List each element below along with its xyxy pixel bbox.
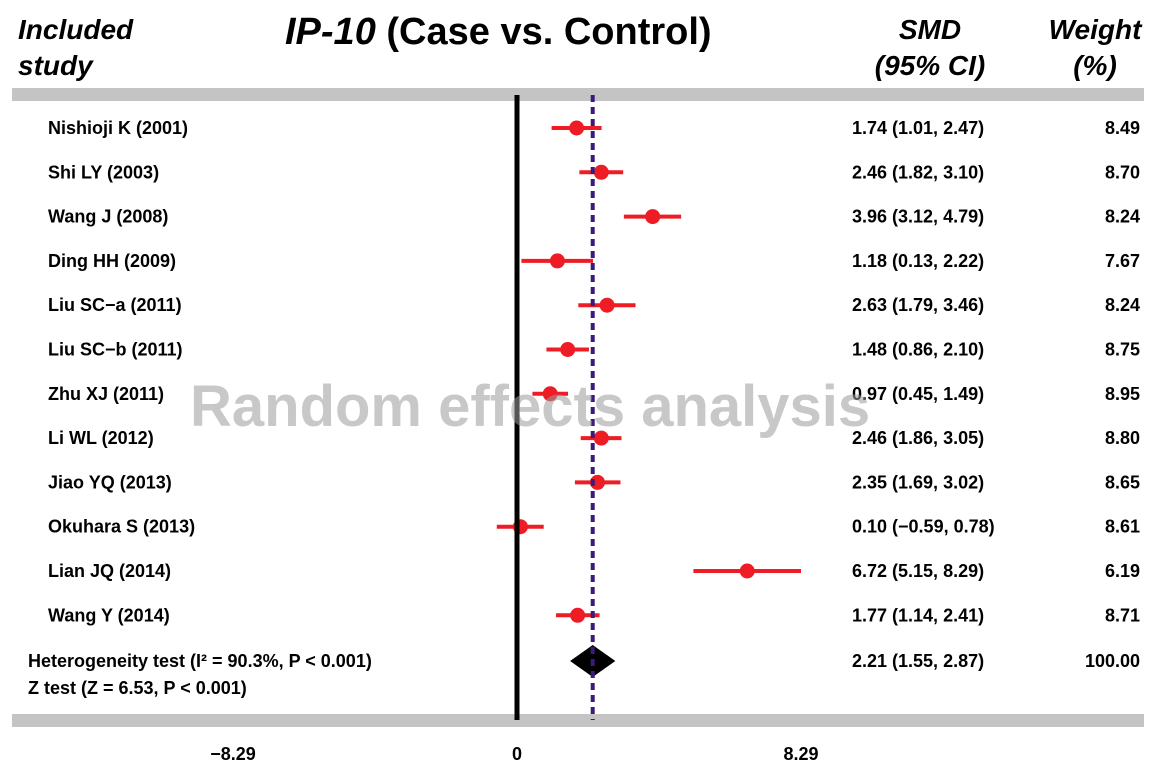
study-row: Wang Y (2014) 1.77 (1.14, 2.41) 8.71 <box>48 605 1140 625</box>
column-header-smd: SMD (95% CI) <box>860 12 1000 84</box>
column-header-smd-text: SMD (95% CI) <box>874 14 986 81</box>
chart-title-rest: (Case vs. Control) <box>375 11 712 53</box>
heterogeneity-label: Heterogeneity test (I² = 90.3%, P < 0.00… <box>28 651 372 671</box>
column-header-weight-text: Weight (%) <box>1048 14 1142 81</box>
chart-title: IP-10 (Case vs. Control) <box>285 10 712 54</box>
study-weight: 8.65 <box>1105 472 1140 492</box>
pooled-weight: 100.00 <box>1085 651 1140 671</box>
study-weight: 8.95 <box>1105 384 1140 404</box>
study-point <box>739 563 755 579</box>
column-header-study: Included study <box>18 12 178 84</box>
study-row: Liu SC−a (2011) 2.63 (1.79, 3.46) 8.24 <box>48 295 1140 315</box>
pooled-smd-ci: 2.21 (1.55, 2.87) <box>852 651 984 671</box>
study-smd-ci: 1.77 (1.14, 2.41) <box>852 605 984 625</box>
study-weight: 8.61 <box>1105 517 1140 537</box>
study-name: Wang Y (2014) <box>48 605 170 625</box>
study-name: Nishioji K (2001) <box>48 118 188 138</box>
study-weight: 8.80 <box>1105 428 1140 448</box>
bottom-band <box>12 714 1144 727</box>
study-point <box>590 474 606 490</box>
study-row: Shi LY (2003) 2.46 (1.82, 3.10) 8.70 <box>48 162 1140 182</box>
study-weight: 8.75 <box>1105 340 1140 360</box>
study-row: Liu SC−b (2011) 1.48 (0.86, 2.10) 8.75 <box>48 340 1140 360</box>
study-smd-ci: 2.63 (1.79, 3.46) <box>852 295 984 315</box>
study-row: Okuhara S (2013) 0.10 (−0.59, 0.78) 8.61 <box>48 517 1140 537</box>
x-tick-label: −8.29 <box>210 744 256 764</box>
study-name: Liu SC−a (2011) <box>48 295 182 315</box>
study-name: Zhu XJ (2011) <box>48 384 164 404</box>
study-point <box>599 297 615 313</box>
column-header-weight: Weight (%) <box>1040 12 1150 84</box>
study-smd-ci: 3.96 (3.12, 4.79) <box>852 207 984 227</box>
study-point <box>542 386 558 402</box>
study-name: Shi LY (2003) <box>48 162 159 182</box>
study-smd-ci: 2.46 (1.86, 3.05) <box>852 428 984 448</box>
study-weight: 8.24 <box>1105 295 1140 315</box>
study-weight: 8.24 <box>1105 207 1140 227</box>
watermark: Random effects analysis <box>190 374 870 439</box>
study-smd-ci: 1.18 (0.13, 2.22) <box>852 251 984 271</box>
study-smd-ci: 0.10 (−0.59, 0.78) <box>852 517 995 537</box>
study-weight: 8.70 <box>1105 162 1140 182</box>
study-weight: 8.71 <box>1105 605 1140 625</box>
study-point <box>570 607 586 623</box>
study-smd-ci: 2.46 (1.82, 3.10) <box>852 162 984 182</box>
study-weight: 7.67 <box>1105 251 1140 271</box>
x-tick-label: 8.29 <box>783 744 818 764</box>
study-point <box>645 209 661 225</box>
study-row: Jiao YQ (2013) 2.35 (1.69, 3.02) 8.65 <box>48 472 1140 492</box>
study-name: Okuhara S (2013) <box>48 517 195 537</box>
study-smd-ci: 2.35 (1.69, 3.02) <box>852 472 984 492</box>
study-name: Lian JQ (2014) <box>48 561 171 581</box>
study-point <box>560 342 576 357</box>
study-point <box>593 430 609 446</box>
x-tick-label: 0 <box>512 744 522 764</box>
z-test-label: Z test (Z = 6.53, P < 0.001) <box>28 678 247 698</box>
column-header-study-text: Included study <box>18 14 134 81</box>
study-point <box>569 120 585 136</box>
study-weight: 6.19 <box>1105 561 1140 581</box>
study-weight: 8.49 <box>1105 118 1140 138</box>
study-row: Wang J (2008) 3.96 (3.12, 4.79) 8.24 <box>48 207 1140 227</box>
chart-title-marker: IP-10 <box>285 11 376 53</box>
study-smd-ci: 1.74 (1.01, 2.47) <box>852 118 984 138</box>
study-row: Zhu XJ (2011) 0.97 (0.45, 1.49) 8.95 <box>48 384 1140 404</box>
study-name: Liu SC−b (2011) <box>48 340 183 360</box>
study-point <box>549 253 565 269</box>
study-smd-ci: 1.48 (0.86, 2.10) <box>852 340 984 360</box>
study-name: Ding HH (2009) <box>48 251 176 271</box>
pooled-row: Heterogeneity test (I² = 90.3%, P < 0.00… <box>28 645 1140 698</box>
top-band <box>12 88 1144 101</box>
study-smd-ci: 6.72 (5.15, 8.29) <box>852 561 984 581</box>
study-row: Lian JQ (2014) 6.72 (5.15, 8.29) 6.19 <box>48 561 1140 581</box>
study-name: Wang J (2008) <box>48 207 168 227</box>
study-row: Ding HH (2009) 1.18 (0.13, 2.22) 7.67 <box>48 251 1140 271</box>
study-row: Nishioji K (2001) 1.74 (1.01, 2.47) 8.49 <box>48 118 1140 138</box>
study-smd-ci: 0.97 (0.45, 1.49) <box>852 384 984 404</box>
study-name: Li WL (2012) <box>48 428 154 448</box>
study-row: Li WL (2012) 2.46 (1.86, 3.05) 8.80 <box>48 428 1140 448</box>
study-point <box>593 164 609 180</box>
study-name: Jiao YQ (2013) <box>48 472 172 492</box>
